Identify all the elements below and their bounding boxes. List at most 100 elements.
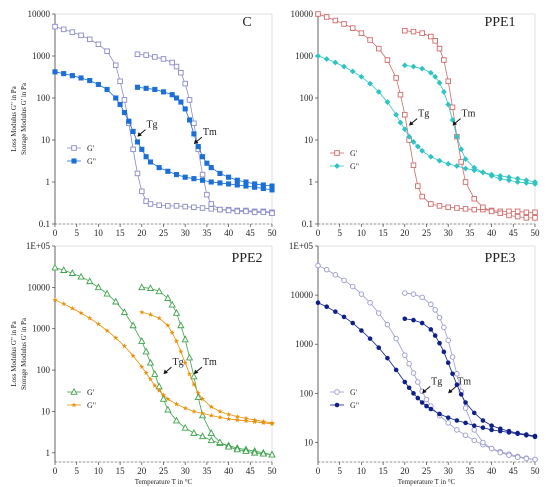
data-point: [332, 59, 339, 66]
data-point: [384, 57, 391, 63]
data-point: [160, 89, 167, 95]
data-point: [462, 179, 469, 185]
data-point: [207, 436, 215, 444]
data-point: [471, 437, 477, 444]
data-point: [182, 360, 188, 366]
data-point: [165, 322, 171, 328]
y-tick-label: 10: [41, 135, 51, 145]
x-tick-label: 5: [74, 466, 79, 476]
data-point: [78, 75, 84, 81]
data-series: [134, 51, 275, 217]
data-point: [198, 432, 207, 440]
data-point: [121, 97, 128, 103]
data-point: [415, 395, 421, 401]
data-point: [234, 177, 240, 183]
data-point: [87, 78, 93, 84]
data-point: [332, 271, 339, 278]
data-point: [458, 159, 464, 165]
data-point: [367, 37, 373, 43]
data-point: [410, 139, 417, 145]
data-point: [480, 169, 486, 176]
x-tick-label: 10: [357, 466, 367, 476]
data-point: [69, 73, 75, 79]
data-point: [121, 110, 127, 116]
data-point: [506, 174, 512, 181]
data-point: [454, 205, 460, 211]
y-tick-label: 10000: [291, 290, 314, 300]
data-point: [480, 204, 486, 211]
data-point: [199, 410, 206, 416]
data-point: [367, 299, 373, 306]
annotation-arrowhead: [422, 388, 427, 394]
data-point: [480, 439, 486, 446]
data-point: [165, 396, 171, 402]
data-point: [445, 415, 451, 420]
data-point: [147, 311, 154, 317]
y-tick-label: 1000: [295, 51, 314, 61]
data-point: [152, 86, 158, 92]
annotation-arrowhead: [193, 369, 199, 375]
data-point: [130, 146, 136, 153]
legend-marker: [334, 402, 340, 408]
data-point: [156, 315, 162, 321]
data-point: [471, 410, 477, 416]
data-point: [393, 367, 399, 373]
x-tick-label: 25: [159, 466, 169, 476]
y-tick-label: 100: [300, 388, 314, 398]
data-point: [315, 262, 321, 269]
data-point: [432, 73, 439, 80]
data-point: [376, 310, 382, 316]
data-point: [156, 165, 162, 171]
legend-label: G': [350, 149, 358, 158]
y-tick-label: 10000: [28, 282, 51, 292]
data-point: [441, 349, 447, 355]
data-point: [217, 180, 223, 186]
data-point: [532, 215, 538, 221]
y-tick-label: 10000: [28, 9, 51, 19]
data-point: [52, 69, 58, 75]
data-point: [349, 68, 356, 75]
data-point: [182, 203, 188, 210]
data-point: [393, 335, 399, 342]
legend-marker: [334, 150, 340, 156]
data-point: [432, 38, 438, 44]
x-tick-label: 25: [159, 228, 169, 238]
data-point: [186, 371, 193, 377]
chart-title: C: [242, 15, 251, 30]
data-point: [225, 416, 232, 422]
data-point: [139, 309, 145, 315]
data-point: [68, 269, 77, 276]
data-point: [224, 442, 233, 450]
y-axis-label: Loss Modulus G" in Pa: [10, 85, 18, 151]
annotation-arrowhead: [448, 388, 453, 394]
annotation-arrowhead: [137, 132, 142, 137]
data-point: [199, 171, 206, 178]
data-point: [208, 201, 214, 207]
x-tick-label: 0: [53, 228, 58, 238]
annotation-label: Tg: [146, 120, 157, 131]
x-tick-label: 35: [202, 466, 212, 476]
data-point: [94, 283, 103, 291]
data-point: [139, 188, 145, 195]
x-tick-label: 15: [379, 228, 389, 238]
y-tick-label: 0.1: [302, 219, 313, 229]
data-point: [268, 450, 276, 458]
annotation-label: Tg: [418, 109, 429, 120]
data-point: [112, 297, 120, 305]
data-point: [480, 425, 486, 430]
data-series: [402, 316, 538, 439]
data-point: [488, 445, 495, 452]
data-point: [190, 372, 198, 380]
data-point: [204, 160, 210, 166]
data-series: [139, 309, 275, 426]
legend-marker: [71, 145, 77, 151]
data-series: [134, 84, 275, 189]
data-point: [450, 371, 455, 377]
data-point: [402, 379, 408, 385]
x-tick-label: 40: [224, 228, 234, 238]
data-point: [186, 117, 193, 123]
x-tick-label: 15: [116, 466, 126, 476]
data-point: [182, 174, 188, 180]
data-point: [200, 177, 206, 183]
data-point: [113, 335, 119, 341]
